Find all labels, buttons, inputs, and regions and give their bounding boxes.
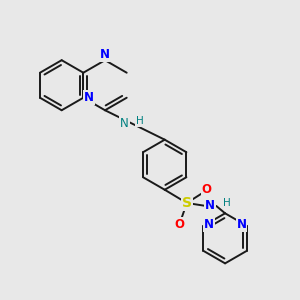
Text: N: N (204, 218, 214, 231)
Text: S: S (182, 196, 192, 210)
Text: N: N (206, 200, 215, 212)
Text: H: H (223, 198, 230, 208)
Text: N: N (120, 117, 129, 130)
Text: O: O (174, 218, 184, 231)
Text: N: N (236, 218, 247, 231)
Text: O: O (202, 183, 212, 196)
Text: H: H (136, 116, 144, 126)
Text: N: N (100, 48, 110, 62)
Text: N: N (84, 91, 94, 104)
